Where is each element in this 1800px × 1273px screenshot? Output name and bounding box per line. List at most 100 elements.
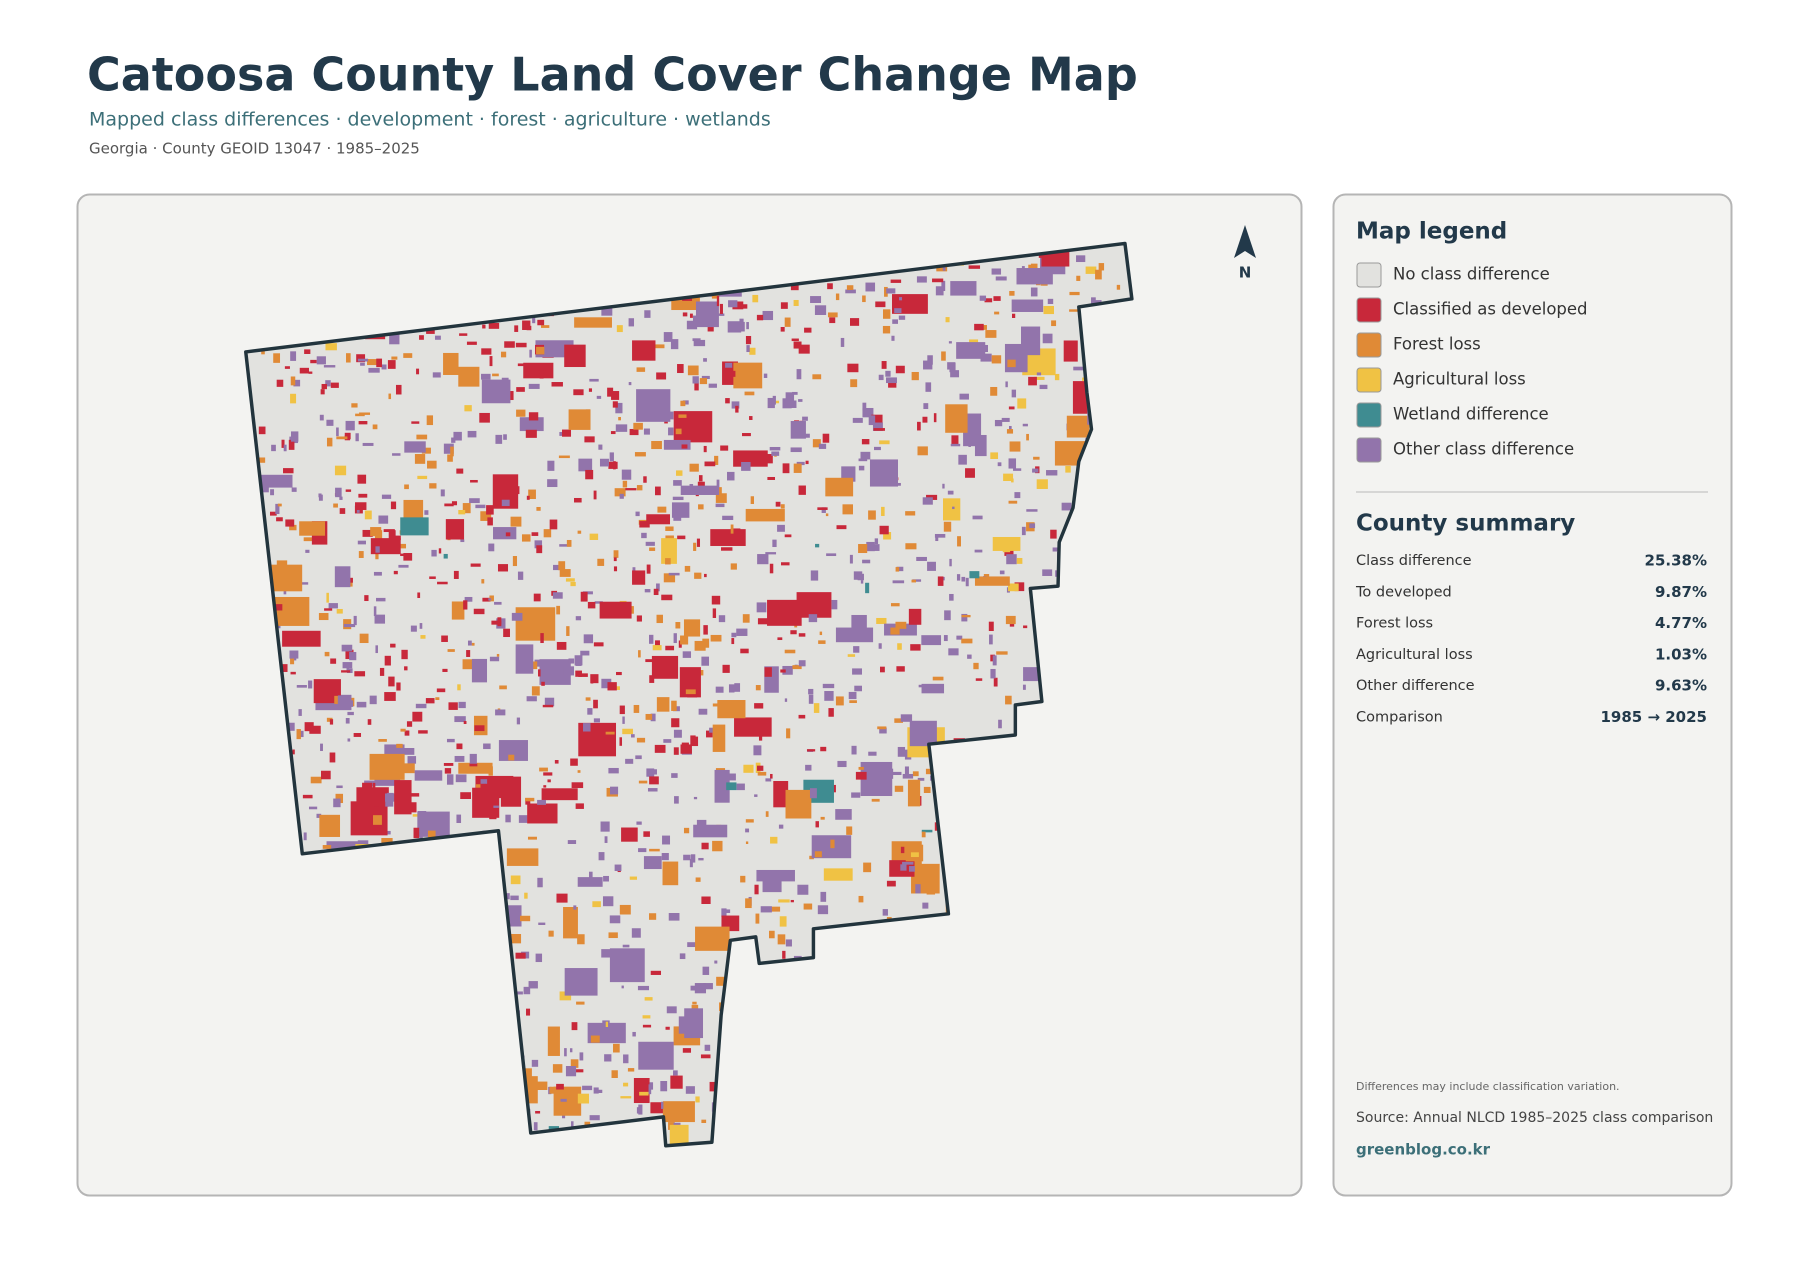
change-patch — [693, 542, 697, 551]
change-patch — [384, 655, 391, 666]
change-patch — [1047, 298, 1054, 305]
change-patch — [277, 503, 282, 507]
change-patch — [456, 468, 464, 474]
change-patch — [1006, 554, 1017, 565]
change-patch — [1028, 264, 1035, 270]
change-patch — [714, 455, 719, 465]
change-patch — [798, 714, 806, 719]
change-patch — [616, 325, 623, 333]
change-patch — [335, 793, 344, 804]
change-patch — [271, 444, 276, 452]
change-patch — [833, 784, 836, 793]
change-patch — [403, 763, 415, 774]
change-patch — [849, 554, 853, 564]
change-patch — [894, 308, 902, 314]
change-patch — [994, 311, 1000, 315]
change-patch — [683, 854, 691, 861]
change-patch — [695, 301, 719, 328]
change-patch — [358, 551, 364, 558]
change-patch — [403, 499, 424, 522]
change-patch — [695, 926, 730, 951]
change-patch — [459, 333, 468, 336]
change-patch — [703, 983, 713, 990]
change-patch — [936, 265, 948, 272]
change-patch — [884, 286, 888, 297]
change-patch — [718, 313, 725, 316]
change-patch — [293, 379, 301, 387]
change-patch — [427, 830, 436, 838]
change-patch — [438, 548, 442, 554]
change-patch — [326, 592, 329, 603]
change-patch — [541, 788, 578, 801]
change-patch — [548, 930, 554, 937]
change-patch — [400, 553, 407, 557]
change-patch — [629, 428, 639, 436]
change-patch — [355, 502, 367, 510]
change-patch — [703, 445, 707, 453]
change-patch — [270, 489, 275, 496]
change-patch — [784, 649, 796, 654]
change-patch — [1030, 263, 1038, 272]
change-patch — [949, 558, 952, 567]
change-patch — [323, 365, 336, 368]
change-patch — [922, 416, 928, 423]
change-patch — [827, 312, 838, 318]
change-patch — [961, 614, 971, 618]
change-patch — [568, 658, 575, 664]
change-patch — [947, 362, 956, 370]
change-patch — [745, 898, 752, 909]
change-patch — [342, 662, 353, 669]
change-patch — [445, 519, 465, 540]
change-patch — [316, 356, 326, 365]
change-patch — [1008, 458, 1017, 469]
change-patch — [538, 922, 546, 926]
change-patch — [967, 654, 972, 659]
change-patch — [898, 315, 906, 320]
change-patch — [631, 734, 635, 738]
change-patch — [740, 648, 749, 654]
change-patch — [451, 501, 458, 506]
change-patch — [695, 1096, 700, 1103]
change-patch — [488, 766, 493, 776]
change-patch — [269, 511, 277, 516]
change-patch — [689, 313, 693, 318]
change-patch — [656, 372, 667, 380]
change-patch — [824, 691, 834, 701]
change-patch — [740, 875, 746, 883]
change-patch — [446, 738, 455, 743]
change-patch — [990, 668, 996, 679]
change-patch — [541, 681, 545, 686]
change-patch — [835, 809, 852, 820]
change-patch — [786, 728, 791, 739]
change-patch — [406, 721, 413, 727]
change-patch — [921, 683, 945, 694]
change-patch — [272, 604, 283, 611]
change-patch — [717, 487, 722, 495]
change-patch — [665, 526, 674, 531]
change-patch — [574, 317, 612, 328]
change-patch — [675, 428, 682, 435]
change-patch — [996, 651, 1008, 655]
change-patch — [584, 436, 595, 443]
change-patch — [958, 454, 967, 465]
change-patch — [673, 512, 682, 521]
summary-value: 1.03% — [1655, 645, 1707, 663]
change-patch — [712, 840, 723, 852]
change-patch — [385, 798, 394, 807]
change-patch — [1029, 300, 1036, 309]
change-patch — [523, 986, 531, 995]
change-patch — [487, 517, 493, 526]
change-patch — [388, 676, 395, 687]
change-patch — [895, 365, 905, 374]
change-patch — [364, 510, 372, 520]
change-patch — [718, 615, 726, 623]
change-patch — [965, 577, 969, 587]
change-patch — [309, 725, 321, 734]
change-patch — [671, 700, 677, 711]
change-patch — [992, 655, 997, 666]
change-patch — [825, 513, 829, 517]
change-patch — [712, 608, 717, 618]
change-patch — [505, 492, 508, 503]
change-patch — [564, 344, 586, 368]
change-patch — [571, 782, 584, 789]
